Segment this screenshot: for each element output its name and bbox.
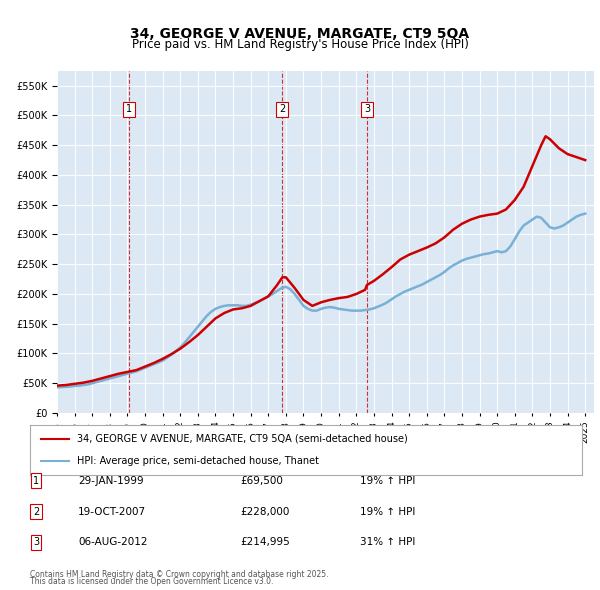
- Text: £228,000: £228,000: [240, 507, 289, 516]
- Text: 1: 1: [33, 476, 39, 486]
- Text: 34, GEORGE V AVENUE, MARGATE, CT9 5QA (semi-detached house): 34, GEORGE V AVENUE, MARGATE, CT9 5QA (s…: [77, 434, 407, 444]
- Text: £214,995: £214,995: [240, 537, 290, 547]
- Text: £69,500: £69,500: [240, 476, 283, 486]
- Text: This data is licensed under the Open Government Licence v3.0.: This data is licensed under the Open Gov…: [30, 577, 274, 586]
- Text: 31% ↑ HPI: 31% ↑ HPI: [360, 537, 415, 547]
- Text: Price paid vs. HM Land Registry's House Price Index (HPI): Price paid vs. HM Land Registry's House …: [131, 38, 469, 51]
- Text: 06-AUG-2012: 06-AUG-2012: [78, 537, 148, 547]
- Text: 2: 2: [33, 507, 39, 516]
- Text: 19-OCT-2007: 19-OCT-2007: [78, 507, 146, 516]
- Text: 19% ↑ HPI: 19% ↑ HPI: [360, 476, 415, 486]
- Text: 29-JAN-1999: 29-JAN-1999: [78, 476, 143, 486]
- Text: 2: 2: [279, 104, 286, 114]
- Text: 3: 3: [364, 104, 370, 114]
- Text: 19% ↑ HPI: 19% ↑ HPI: [360, 507, 415, 516]
- Text: HPI: Average price, semi-detached house, Thanet: HPI: Average price, semi-detached house,…: [77, 456, 319, 466]
- Text: Contains HM Land Registry data © Crown copyright and database right 2025.: Contains HM Land Registry data © Crown c…: [30, 571, 329, 579]
- Text: 34, GEORGE V AVENUE, MARGATE, CT9 5QA: 34, GEORGE V AVENUE, MARGATE, CT9 5QA: [130, 27, 470, 41]
- Text: 3: 3: [33, 537, 39, 547]
- Text: 1: 1: [126, 104, 132, 114]
